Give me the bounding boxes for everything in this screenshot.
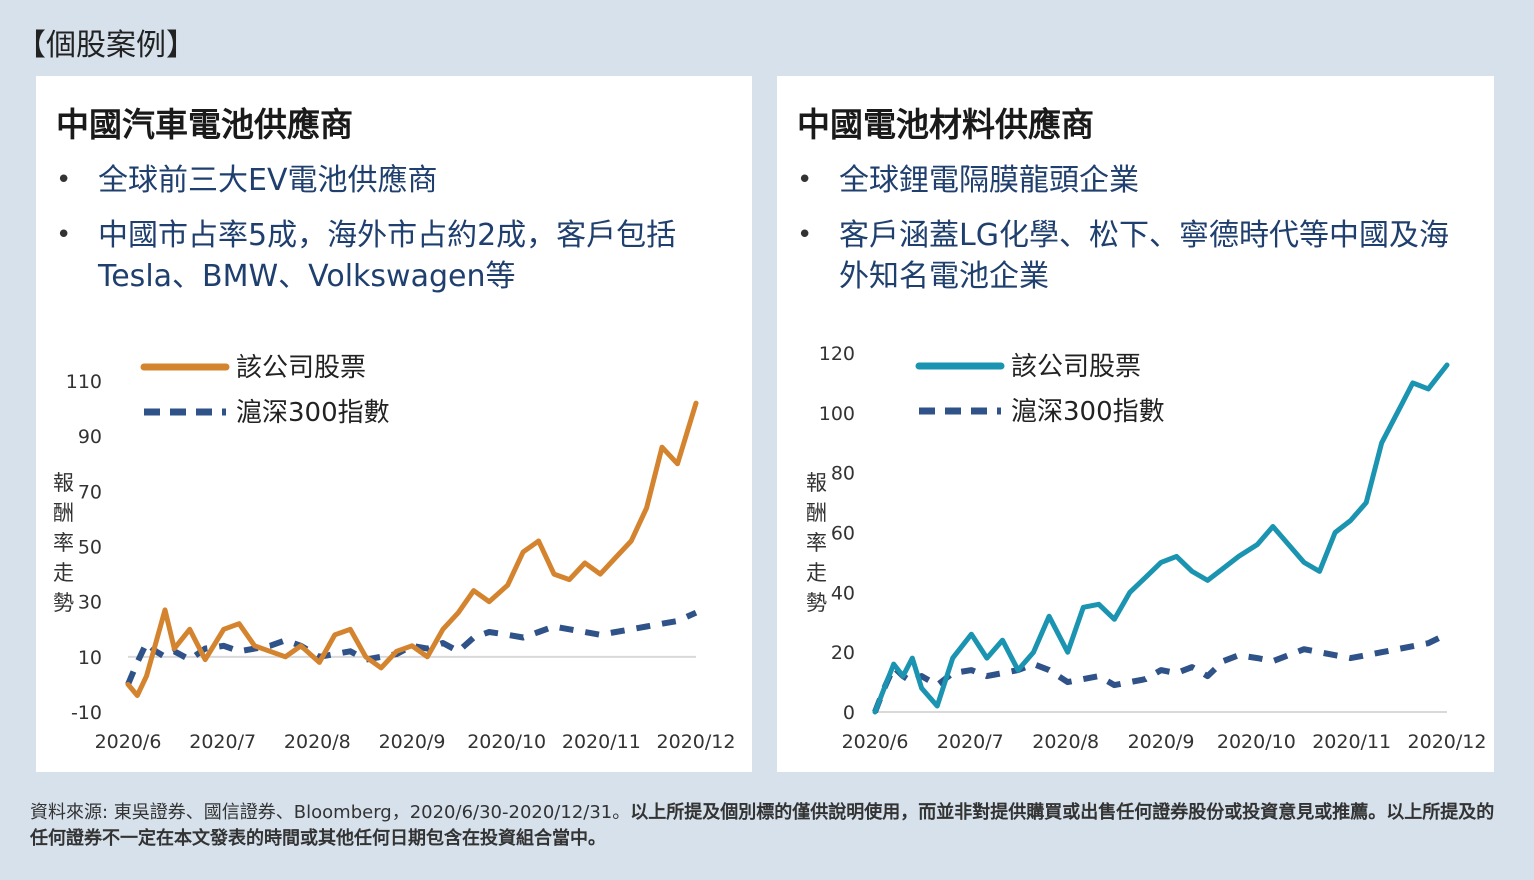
panel-battery-material-supplier: 中國電池材料供應商 全球鋰電隔膜龍頭企業 客戶涵蓋LG化學、松下、寧德時代等中國… bbox=[777, 76, 1494, 772]
series-line-0 bbox=[872, 362, 1450, 715]
y-axis-label: 率 bbox=[806, 531, 827, 555]
legend-label: 該公司股票 bbox=[1011, 352, 1141, 382]
y-tick-label: 80 bbox=[831, 463, 855, 485]
y-tick-label: 30 bbox=[78, 592, 102, 614]
bullet-item: 全球鋰電隔膜龍頭企業 bbox=[797, 160, 1477, 201]
panel-battery-supplier: 中國汽車電池供應商 全球前三大EV電池供應商 中國市占率5成，海外市占約2成，客… bbox=[36, 76, 752, 772]
legend-label: 該公司股票 bbox=[236, 353, 366, 383]
y-tick-label: 70 bbox=[78, 481, 102, 503]
y-axis-label: 酬 bbox=[53, 501, 74, 525]
y-axis-label: 走 bbox=[53, 561, 74, 585]
y-tick-label: 40 bbox=[831, 582, 855, 604]
series-line-1 bbox=[872, 631, 1449, 714]
bullet-list: 全球鋰電隔膜龍頭企業 客戶涵蓋LG化學、松下、寧德時代等中國及海外知名電池企業 bbox=[797, 160, 1477, 311]
y-tick-label: 100 bbox=[819, 403, 855, 425]
y-axis-label: 酬 bbox=[806, 501, 827, 525]
y-axis-label: 走 bbox=[806, 561, 827, 585]
legend-label: 滬深300指數 bbox=[236, 398, 390, 428]
x-tick-label: 2020/8 bbox=[1032, 731, 1099, 753]
x-tick-label: 2020/12 bbox=[1408, 731, 1487, 753]
y-tick-label: 20 bbox=[831, 642, 855, 664]
x-tick-label: 2020/8 bbox=[284, 731, 351, 753]
x-tick-label: 2020/6 bbox=[95, 731, 162, 753]
footer-disclaimer: 以上所提及個別標的僅供說明使用，而並非對提供購買或出售任何證券股份或投資意見或推… bbox=[30, 802, 1495, 849]
panel-title: 中國電池材料供應商 bbox=[797, 105, 1094, 144]
x-tick-label: 2020/9 bbox=[1128, 731, 1195, 753]
x-tick-label: 2020/12 bbox=[657, 731, 736, 753]
y-tick-label: 50 bbox=[78, 537, 102, 559]
y-tick-label: 120 bbox=[819, 343, 855, 365]
y-tick-label: -10 bbox=[71, 702, 102, 724]
x-tick-label: 2020/10 bbox=[467, 731, 546, 753]
page-title: 【個股案例】 bbox=[16, 28, 196, 63]
bullet-item: 全球前三大EV電池供應商 bbox=[56, 160, 736, 201]
y-tick-label: 10 bbox=[78, 647, 102, 669]
series-line-0 bbox=[125, 400, 699, 698]
bullet-item: 中國市占率5成，海外市占約2成，客戶包括Tesla、BMW、Volkswagen… bbox=[56, 215, 736, 297]
y-axis-label: 率 bbox=[53, 531, 74, 555]
bullet-item: 客戶涵蓋LG化學、松下、寧德時代等中國及海外知名電池企業 bbox=[797, 215, 1477, 297]
y-axis-label: 報 bbox=[53, 471, 74, 495]
y-axis-label: 報 bbox=[806, 471, 827, 495]
panel-title: 中國汽車電池供應商 bbox=[56, 105, 353, 144]
y-tick-label: 60 bbox=[831, 523, 855, 545]
x-tick-label: 2020/9 bbox=[379, 731, 446, 753]
x-tick-label: 2020/11 bbox=[562, 731, 641, 753]
y-axis-label: 勢 bbox=[806, 591, 827, 615]
x-tick-label: 2020/7 bbox=[937, 731, 1004, 753]
x-tick-label: 2020/6 bbox=[842, 731, 909, 753]
y-axis-label: 勢 bbox=[53, 591, 74, 615]
footer-note: 資料來源: 東吳證券、國信證券、Bloomberg，2020/6/30-2020… bbox=[30, 800, 1510, 852]
footer-source: 資料來源: 東吳證券、國信證券、Bloomberg，2020/6/30-2020… bbox=[30, 802, 631, 823]
y-tick-label: 110 bbox=[66, 371, 102, 393]
legend-label: 滬深300指數 bbox=[1011, 397, 1165, 427]
x-tick-label: 2020/11 bbox=[1312, 731, 1391, 753]
y-tick-label: 0 bbox=[843, 702, 855, 724]
x-tick-label: 2020/10 bbox=[1217, 731, 1296, 753]
bullet-list: 全球前三大EV電池供應商 中國市占率5成，海外市占約2成，客戶包括Tesla、B… bbox=[56, 160, 736, 311]
x-tick-label: 2020/7 bbox=[189, 731, 256, 753]
y-tick-label: 90 bbox=[78, 426, 102, 448]
